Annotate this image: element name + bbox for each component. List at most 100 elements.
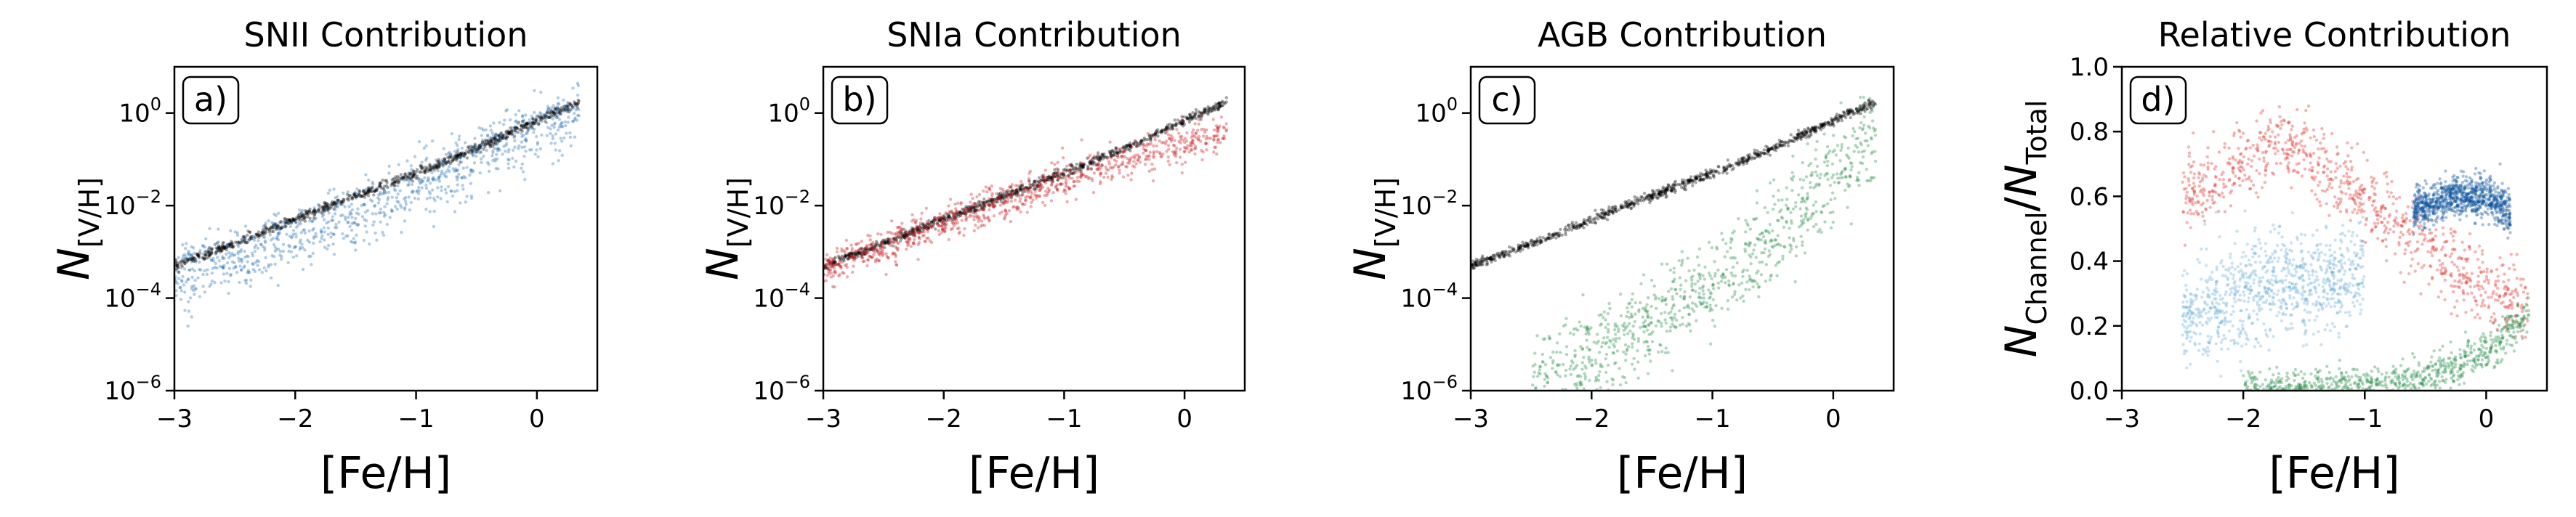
scatter-point xyxy=(1540,240,1543,244)
scatter-point xyxy=(1004,199,1007,203)
scatter-point xyxy=(1630,200,1634,204)
scatter-point xyxy=(549,131,552,136)
scatter-point xyxy=(432,163,436,166)
scatter-point xyxy=(1870,110,1874,113)
scatter-point xyxy=(1812,128,1815,131)
scatter-point xyxy=(1207,110,1211,113)
scatter-point xyxy=(1133,165,1136,169)
scatter-point xyxy=(278,249,283,253)
scatter-point xyxy=(477,126,481,130)
scatter-point xyxy=(214,261,218,266)
scatter-point xyxy=(1782,140,1786,144)
scatter-point xyxy=(444,170,448,174)
scatter-point xyxy=(886,230,889,235)
scatter-point xyxy=(1181,122,1184,126)
scatter-point xyxy=(174,293,178,298)
scatter-point xyxy=(573,135,577,139)
scatter-point xyxy=(1794,137,1798,141)
scatter-point xyxy=(256,233,259,237)
scatter-point xyxy=(1715,245,1719,249)
scatter-point xyxy=(452,155,456,159)
scatter-point xyxy=(560,108,564,113)
scatter-point xyxy=(825,264,828,267)
scatter-point xyxy=(1651,196,1655,200)
scatter-point xyxy=(1805,130,1809,134)
scatter-point xyxy=(526,121,530,125)
scatter-point xyxy=(1678,276,1681,280)
scatter-point xyxy=(1743,157,1748,161)
scatter-point xyxy=(1803,133,1806,137)
scatter-point xyxy=(298,248,302,251)
scatter-point xyxy=(1764,152,1767,155)
scatter-point xyxy=(895,263,899,266)
scatter-point xyxy=(1607,213,1610,216)
scatter-point xyxy=(498,148,501,152)
scatter-point xyxy=(1480,259,1484,264)
scatter-point xyxy=(382,211,386,214)
scatter-point xyxy=(270,221,274,224)
scatter-point xyxy=(490,139,493,143)
scatter-point xyxy=(942,216,946,219)
scatter-point xyxy=(992,205,996,209)
scatter-point xyxy=(1037,180,1041,184)
scatter-point xyxy=(1004,196,1008,200)
scatter-point xyxy=(861,250,865,253)
scatter-point xyxy=(239,240,243,245)
scatter-point xyxy=(1022,187,1026,191)
scatter-point xyxy=(455,156,459,160)
scatter-point xyxy=(1026,186,1030,190)
scatter-point xyxy=(1101,154,1105,158)
scatter-point xyxy=(1007,185,1012,189)
scatter-point xyxy=(878,243,882,247)
scatter-point xyxy=(833,269,837,274)
scatter-point xyxy=(991,201,996,205)
scatter-point xyxy=(197,253,201,258)
scatter-point xyxy=(236,245,241,248)
scatter-point xyxy=(322,205,326,209)
scatter-point xyxy=(868,255,872,258)
scatter-point xyxy=(449,156,453,160)
scatter-point xyxy=(1800,134,1804,139)
scatter-point xyxy=(996,197,1000,200)
scatter-point xyxy=(1135,144,1139,149)
scatter-point xyxy=(1587,355,1591,359)
scatter-point xyxy=(393,184,397,187)
scatter-point xyxy=(1574,221,1578,224)
scatter-point xyxy=(442,147,445,150)
scatter-point xyxy=(1098,155,1102,159)
scatter-point xyxy=(1190,144,1193,148)
scatter-point xyxy=(1820,210,1823,213)
scatter-point xyxy=(1045,193,1049,197)
scatter-point xyxy=(533,89,536,93)
scatter-point xyxy=(443,162,448,166)
scatter-point xyxy=(903,234,907,237)
scatter-point xyxy=(557,149,562,152)
scatter-point xyxy=(940,217,943,221)
scatter-point xyxy=(1799,137,1803,141)
scatter-point xyxy=(1682,306,1686,310)
scatter-point xyxy=(1051,172,1056,176)
scatter-point xyxy=(440,171,443,176)
scatter-point xyxy=(1055,183,1059,187)
scatter-point xyxy=(494,138,498,142)
scatter-point xyxy=(185,257,189,261)
scatter-point xyxy=(322,218,326,221)
scatter-point xyxy=(982,201,986,205)
scatter-point xyxy=(180,260,185,264)
scatter-point xyxy=(921,227,924,230)
scatter-point xyxy=(1128,161,1131,165)
scatter-point xyxy=(1644,198,1647,201)
scatter-point xyxy=(825,266,830,271)
scatter-point xyxy=(353,193,357,197)
scatter-point xyxy=(1078,165,1082,168)
scatter-point xyxy=(1491,257,1495,261)
scatter-point xyxy=(175,264,179,267)
scatter-point xyxy=(1782,142,1786,146)
scatter-point xyxy=(1010,183,1014,187)
scatter-point xyxy=(1814,200,1817,204)
scatter-point xyxy=(1471,262,1474,266)
scatter-point xyxy=(913,237,916,242)
scatter-point xyxy=(1519,245,1523,248)
scatter-point xyxy=(259,233,262,237)
